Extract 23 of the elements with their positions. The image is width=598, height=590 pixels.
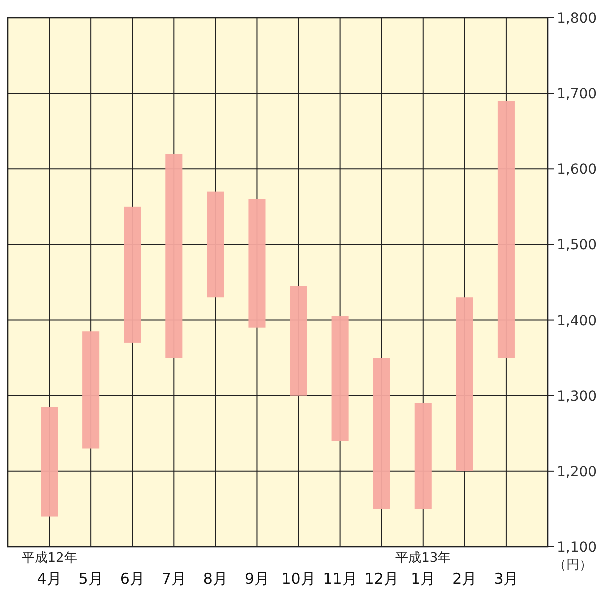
text: 平成12年 [22,551,78,566]
y-tick-label: 1,800 [557,11,598,27]
y-tick-label: 1,200 [557,464,598,480]
x-tick-label: 4月 [37,570,62,588]
x-tick-label: 7月 [162,570,186,588]
x-tick-label: 12月 [364,570,399,588]
x-tick-label: 3月 [494,570,519,588]
y-tick-label: 1,400 [557,313,598,330]
y-tick-label: 1,100 [557,540,598,556]
x-tick-label: 11月 [323,570,358,588]
x-tick-label: 5月 [78,570,104,588]
y-tick-label: 1,600 [557,162,598,178]
y-tick-label: 1,300 [557,388,598,405]
y-axis-title: （円） [554,558,592,573]
x-tick-label: 10月 [282,570,316,588]
y-tick-label: 1,500 [557,238,598,254]
text: 平成13年 [396,551,452,566]
x-tick-label: 8月 [203,570,228,588]
x-tick-label: 2月 [452,570,478,588]
x-tick-label: 9月 [244,570,270,588]
x-tick-label: 1月 [411,570,436,588]
x-tick-label: 6月 [120,570,145,588]
y-tick-label: 1,700 [557,86,598,103]
